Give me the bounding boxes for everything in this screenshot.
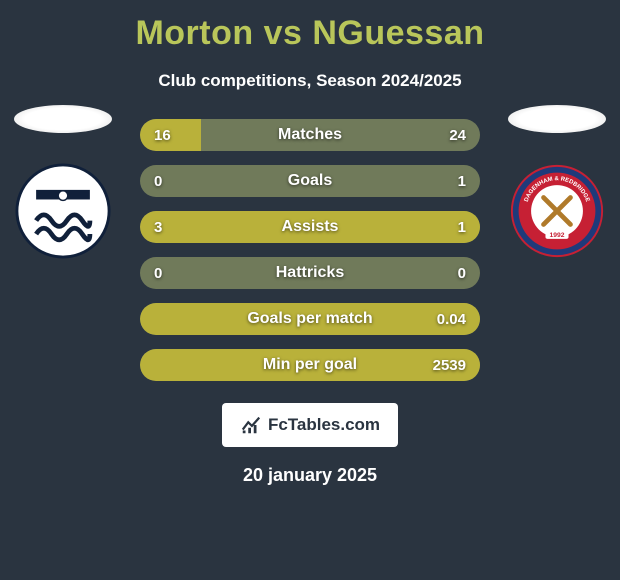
- stat-label: Assists: [282, 218, 339, 236]
- stat-value-left: 3: [154, 219, 162, 236]
- chart-icon: [240, 414, 262, 436]
- stat-value-left: 16: [154, 127, 171, 144]
- stat-bar: Goals per match 0.04: [140, 303, 480, 335]
- stat-label: Hattricks: [276, 264, 344, 282]
- stat-label: Matches: [278, 126, 342, 144]
- team-right-oval: [508, 105, 606, 133]
- stat-bar: 3 Assists 1: [140, 211, 480, 243]
- stat-bar: 16 Matches 24: [140, 119, 480, 151]
- fctables-logo: FcTables.com: [222, 403, 398, 447]
- stat-bars: 16 Matches 24 0 Goals 1 3 Assists 1 0 Hattricks 0 Go…: [140, 119, 480, 381]
- comparison-chart: 1992 DAGENHAM & REDBRIDGE 16 Matches 24 0 Go…: [0, 119, 620, 381]
- team-left-crest: [15, 163, 111, 259]
- svg-text:1992: 1992: [550, 232, 565, 239]
- date-label: 20 january 2025: [243, 465, 377, 486]
- logo-text: FcTables.com: [268, 415, 380, 435]
- team-left-column: [14, 105, 112, 259]
- team-right-column: 1992 DAGENHAM & REDBRIDGE: [508, 105, 606, 259]
- stat-value-right: 2539: [433, 357, 466, 374]
- stat-label: Goals: [288, 172, 332, 190]
- stat-value-right: 0: [458, 265, 466, 282]
- subtitle: Club competitions, Season 2024/2025: [158, 71, 461, 91]
- stat-label: Min per goal: [263, 356, 357, 374]
- stat-value-left: 0: [154, 173, 162, 190]
- stat-bar: 0 Goals 1: [140, 165, 480, 197]
- team-left-oval: [14, 105, 112, 133]
- team-right-crest: 1992 DAGENHAM & REDBRIDGE: [509, 163, 605, 259]
- stat-bar: 0 Hattricks 0: [140, 257, 480, 289]
- stat-label: Goals per match: [247, 310, 372, 328]
- stat-bar: Min per goal 2539: [140, 349, 480, 381]
- stat-value-left: 0: [154, 265, 162, 282]
- stat-value-right: 24: [449, 127, 466, 144]
- page-title: Morton vs NGuessan: [135, 14, 484, 53]
- stat-value-right: 1: [458, 219, 466, 236]
- stat-value-right: 1: [458, 173, 466, 190]
- stat-value-right: 0.04: [437, 311, 466, 328]
